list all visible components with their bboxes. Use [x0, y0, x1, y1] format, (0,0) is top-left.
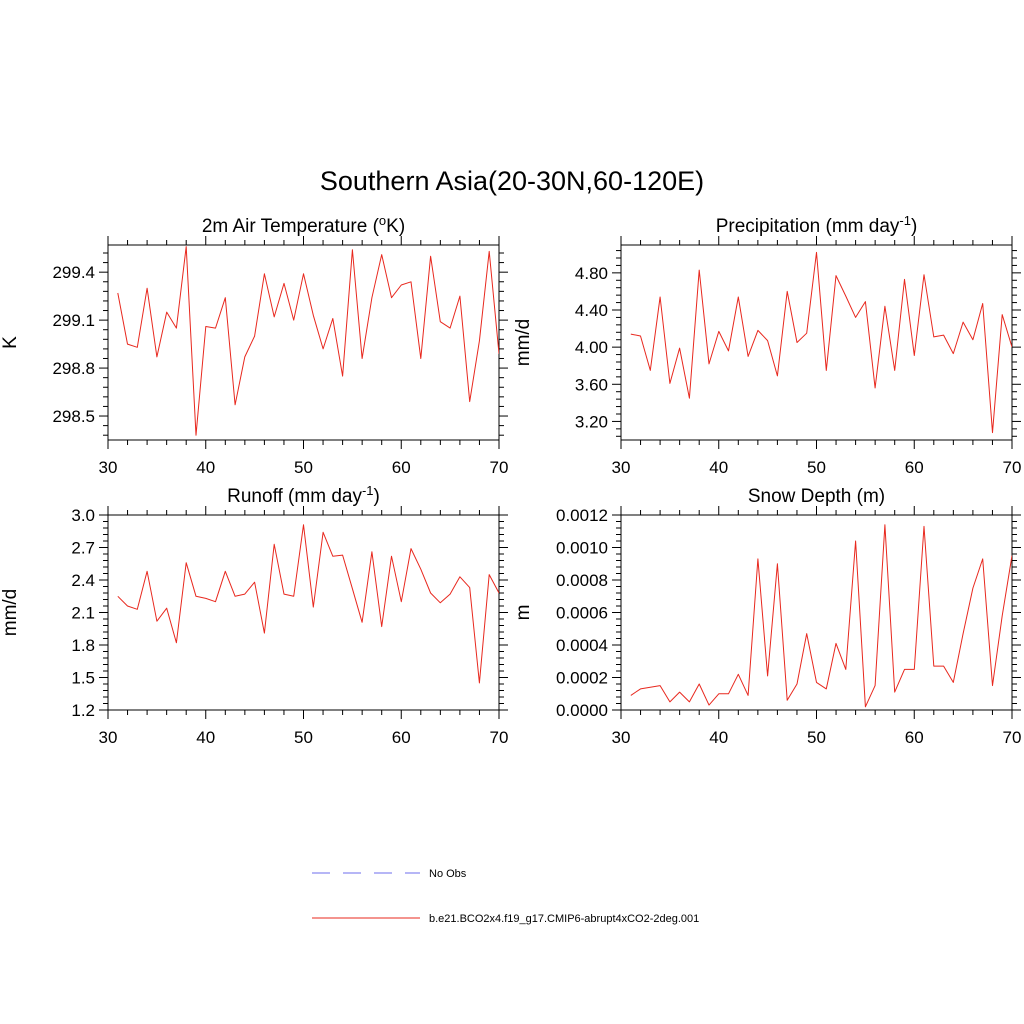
x-tick-label: 70: [490, 728, 509, 747]
y-tick-label: 298.5: [52, 407, 95, 426]
y-tick-label: 299.1: [52, 311, 95, 330]
panel-snow-depth: Snow Depth (m) 30 40 50 60 70 0.0000 0.0002 0.00…: [513, 486, 1021, 747]
x-tick-label: 50: [807, 458, 826, 477]
panel-temperature: 2m Air Temperature (oK) 30 40 50 60 70 298.5 29…: [0, 213, 508, 477]
y-tick-label: 4.40: [575, 301, 608, 320]
y-tick-label: 0.0000: [556, 701, 608, 720]
figure-title: Southern Asia(20-30N,60-120E): [320, 166, 704, 196]
series-line-snow-depth: [630, 524, 1012, 708]
panel-precipitation: Precipitation (mm day-1) 30 40 50 60 70 3.20 3.…: [513, 213, 1021, 477]
x-tick-label: 40: [196, 458, 215, 477]
x-tick-label: 60: [905, 458, 924, 477]
panel-title-snow-depth: Snow Depth (m): [748, 486, 885, 507]
x-tick-label: 30: [612, 458, 631, 477]
panels: 2m Air Temperature (oK) 30 40 50 60 70 298.5 29…: [0, 213, 1021, 747]
x-tick-label: 40: [196, 728, 215, 747]
panel-title-runoff: Runoff (mm day-1): [227, 483, 380, 507]
x-tick-label: 70: [1003, 728, 1022, 747]
x-tick-label: 50: [294, 728, 313, 747]
x-tick-label: 40: [709, 458, 728, 477]
x-tick-label: 60: [905, 728, 924, 747]
y-tick-label: 2.7: [71, 539, 95, 558]
y-axis-label-temperature: K: [0, 336, 21, 349]
x-tick-label: 40: [709, 728, 728, 747]
y-tick-label: 2.4: [71, 571, 95, 590]
x-tick-label: 50: [807, 728, 826, 747]
panel-runoff: Runoff (mm day-1) 30 40 50 60 70 1.2 1.5 1.8 2.1 2…: [0, 483, 508, 747]
y-axis-label-snow-depth: m: [513, 605, 534, 621]
y-tick-label: 1.8: [71, 636, 95, 655]
x-tick-label: 50: [294, 458, 313, 477]
x-tick-label: 60: [392, 728, 411, 747]
y-tick-label: 298.8: [52, 359, 95, 378]
y-tick-label: 1.5: [71, 669, 95, 688]
y-tick-label: 2.1: [71, 604, 95, 623]
x-tick-label: 70: [1003, 458, 1022, 477]
y-tick-label: 3.60: [575, 375, 608, 394]
plot-frame-runoff: [107, 514, 500, 711]
x-tick-label: 30: [99, 458, 118, 477]
y-tick-label: 0.0010: [556, 539, 608, 558]
series-line-runoff: [117, 524, 499, 684]
y-tick-label: 0.0008: [556, 571, 608, 590]
y-tick-label: 0.0004: [556, 636, 608, 655]
y-tick-label: 0.0006: [556, 604, 608, 623]
legend-obs-label: No Obs: [429, 868, 467, 880]
x-tick-label: 60: [392, 458, 411, 477]
y-axis-label-runoff: mm/d: [0, 589, 21, 637]
y-tick-label: 3.0: [71, 506, 95, 525]
x-tick-label: 30: [99, 728, 118, 747]
series-line-temperature: [117, 246, 499, 436]
y-tick-label: 1.2: [71, 701, 95, 720]
x-tick-label: 30: [612, 728, 631, 747]
y-tick-label: 4.80: [575, 264, 608, 283]
y-tick-label: 299.4: [52, 263, 95, 282]
plot-frame-precipitation: [620, 244, 1013, 441]
legend-model-label: b.e21.BCO2x4.f19_g17.CMIP6-abrupt4xCO2-2…: [429, 913, 699, 925]
y-tick-label: 4.00: [575, 338, 608, 357]
x-tick-label: 70: [490, 458, 509, 477]
panel-title-precipitation: Precipitation (mm day-1): [716, 213, 918, 237]
y-tick-label: 0.0002: [556, 669, 608, 688]
legend: No Obs b.e21.BCO2x4.f19_g17.CMIP6-abrupt…: [312, 868, 699, 925]
y-axis-label-precipitation: mm/d: [513, 319, 534, 367]
y-tick-label: 0.0012: [556, 506, 608, 525]
y-tick-label: 3.20: [575, 412, 608, 431]
panel-title-temperature: 2m Air Temperature (oK): [202, 213, 405, 237]
series-line-precipitation: [630, 251, 1012, 434]
